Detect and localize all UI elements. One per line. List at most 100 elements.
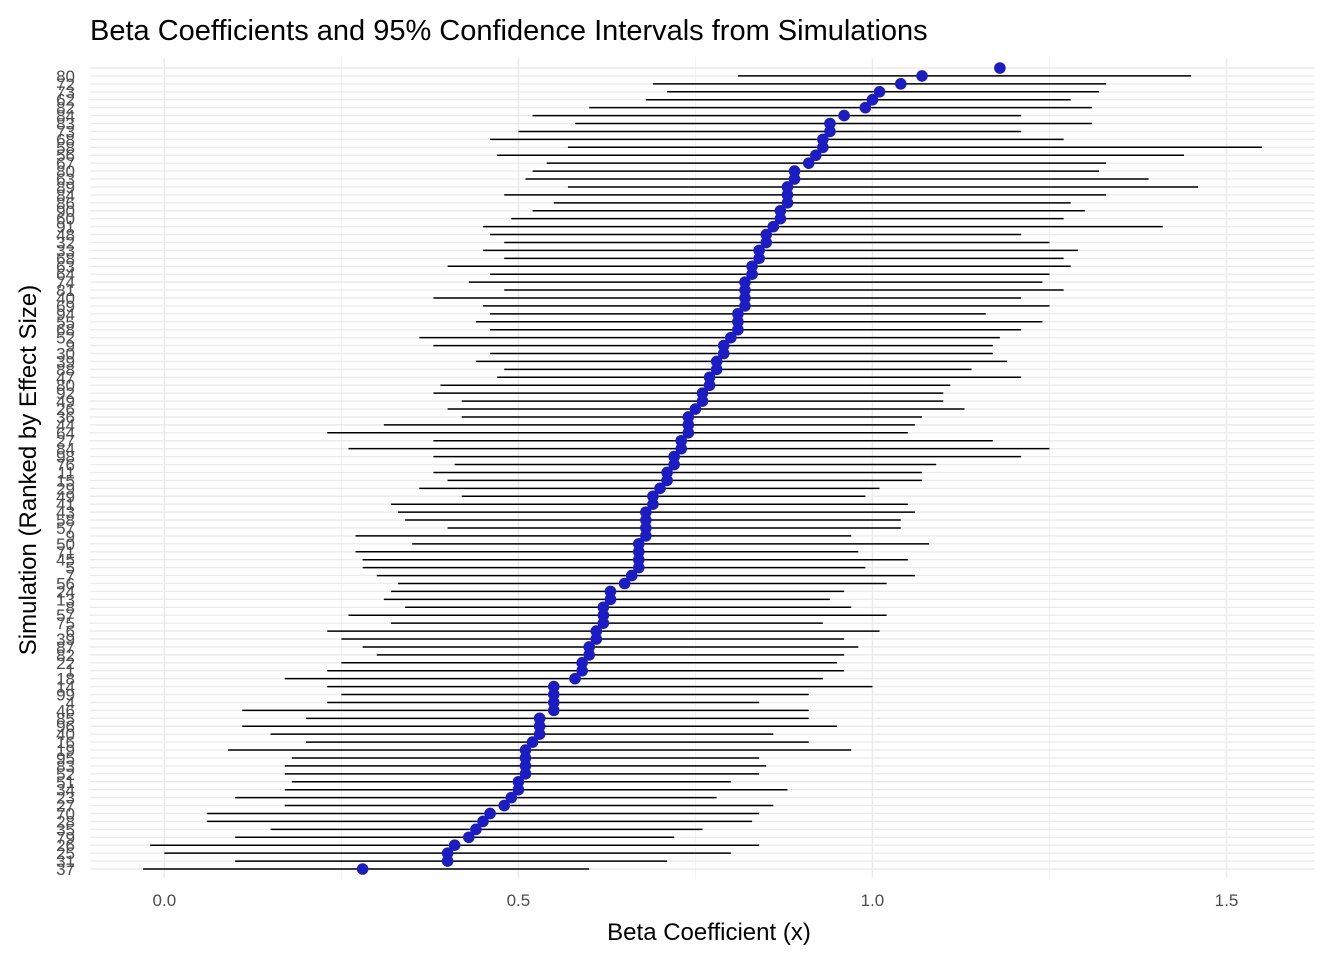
estimate-point (533, 712, 546, 725)
y-tick-label: 83 (56, 115, 75, 134)
y-tick-label: 29 (56, 479, 75, 498)
estimate-point (512, 775, 525, 788)
estimate-point (682, 427, 695, 439)
y-tick-label: 99 (56, 686, 75, 705)
estimate-point (838, 109, 850, 122)
y-tick-label: 41 (56, 495, 75, 514)
estimate-point (710, 355, 723, 368)
y-tick-label: 72 (56, 75, 75, 94)
y-tick-label: 84 (56, 186, 75, 205)
y-tick-label: 67 (56, 154, 75, 173)
estimate-point (788, 165, 801, 177)
y-tick-label: 32 (56, 233, 75, 252)
y-tick-label: 16 (56, 733, 75, 752)
y-tick-label: 22 (56, 654, 75, 673)
estimate-point (781, 181, 794, 193)
estimate-point (548, 688, 560, 701)
estimate-point (519, 768, 532, 780)
y-tick-label: 45 (56, 551, 75, 570)
y-tick-label: 91 (56, 218, 75, 237)
y-tick-label: 40 (56, 725, 75, 744)
y-tick-label: 30 (56, 345, 75, 364)
y-tick-label: 62 (56, 91, 75, 110)
y-tick-label: 68 (56, 130, 75, 149)
estimate-point (583, 649, 596, 661)
estimate-point (640, 506, 652, 518)
estimate-point (632, 538, 645, 550)
estimate-point (760, 236, 773, 249)
y-tick-label: 57 (56, 519, 75, 538)
estimate-point (824, 117, 836, 130)
estimate-point (817, 141, 829, 154)
y-tick-label: 49 (56, 487, 75, 506)
estimate-point (597, 617, 610, 629)
y-tick-label: 4 (66, 693, 75, 712)
estimate-point (576, 664, 588, 677)
estimate-point (866, 93, 879, 106)
estimate-point (519, 752, 532, 764)
y-tick-label: 69 (56, 297, 75, 316)
estimate-point (817, 133, 829, 146)
estimate-point (526, 736, 539, 748)
y-tick-label: 64 (56, 424, 75, 443)
estimate-point (668, 458, 680, 471)
estimate-point (661, 474, 673, 487)
x-axis-title: Beta Coefficient (x) (607, 919, 811, 946)
estimate-point (618, 577, 631, 590)
y-tick-label: 39 (56, 352, 75, 371)
estimate-point (519, 760, 532, 772)
estimate-point (774, 212, 787, 225)
estimate-point (809, 149, 822, 162)
y-tick-label: 92 (56, 384, 75, 403)
estimate-point (689, 403, 702, 415)
y-tick-label: 95 (56, 749, 75, 768)
estimate-point (576, 657, 588, 669)
y-tick-label: 28 (56, 812, 75, 831)
y-tick-label: 9 (66, 527, 75, 546)
estimate-point (632, 553, 645, 566)
y-tick-label: 39 (56, 630, 75, 649)
y-tick-label: 31 (56, 852, 75, 871)
y-tick-label: 71 (56, 543, 75, 562)
estimate-point (590, 633, 603, 645)
y-tick-label: 84 (56, 440, 75, 459)
estimate-point (781, 197, 794, 209)
estimate-point (717, 347, 730, 360)
estimate-point (590, 625, 603, 637)
y-tick-label: 14 (56, 678, 75, 697)
confidence-intervals (143, 75, 1262, 870)
estimate-point (625, 569, 638, 582)
estimate-point (916, 70, 928, 82)
estimate-point (569, 672, 581, 685)
grid-minor (340, 58, 1050, 878)
y-tick-label: 80 (56, 376, 75, 395)
estimate-point (774, 204, 787, 217)
x-tick-label: 0.5 (507, 891, 531, 910)
estimate-point (824, 125, 836, 138)
y-tick-label: 19 (56, 741, 75, 760)
y-tick-label: 25 (56, 844, 75, 863)
estimate-point (632, 545, 645, 558)
estimate-point (463, 831, 475, 844)
y-gridlines (90, 67, 1315, 870)
estimate-point (604, 593, 617, 606)
y-tick-label: 79 (56, 828, 75, 847)
y-tick-label: 34 (56, 781, 75, 800)
estimate-point (739, 276, 751, 288)
y-tick-label: 68 (56, 249, 75, 268)
estimate-point (548, 704, 560, 717)
estimate-point (739, 284, 751, 296)
y-tick-label: 43 (56, 503, 75, 522)
y-tick-label: 48 (56, 226, 75, 245)
estimate-point (746, 268, 758, 280)
y-tick-label: 73 (56, 83, 75, 102)
y-tick-label: 55 (56, 313, 75, 332)
y-tick-label: 74 (56, 273, 75, 292)
estimate-point (632, 561, 645, 574)
y-tick-label: 27 (56, 432, 75, 451)
y-tick-label: 52 (56, 329, 75, 348)
x-tick-label: 0.0 (153, 891, 177, 910)
y-tick-label: 68 (56, 321, 75, 340)
estimate-point (739, 292, 751, 304)
